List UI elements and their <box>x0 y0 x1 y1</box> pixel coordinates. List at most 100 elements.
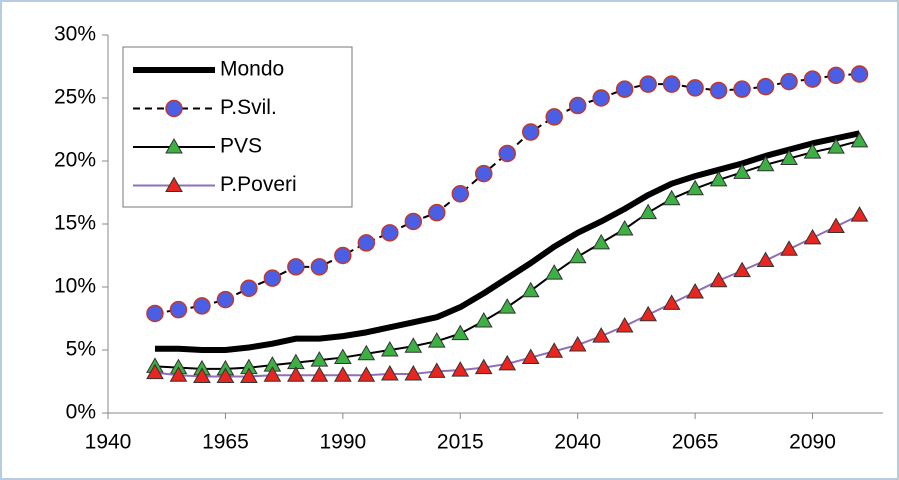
x-tick-label: 2090 <box>789 431 836 454</box>
legend-label: P.Svil. <box>220 96 277 119</box>
point <box>427 332 446 348</box>
point <box>310 258 329 276</box>
point <box>592 89 610 107</box>
point <box>686 283 704 299</box>
point <box>474 358 493 375</box>
point <box>263 269 282 287</box>
x-tick-label: 1940 <box>85 431 132 454</box>
point <box>193 367 211 383</box>
y-tick-label: 20% <box>54 149 96 172</box>
point <box>827 138 845 154</box>
y-tick-label: 25% <box>54 86 96 109</box>
x-tick-label: 1965 <box>202 431 249 454</box>
point <box>780 149 798 165</box>
point <box>850 206 869 222</box>
point <box>709 170 728 187</box>
point <box>287 258 305 276</box>
point <box>381 224 399 242</box>
point <box>780 72 798 91</box>
y-tick-label: 0% <box>66 401 96 424</box>
point <box>475 164 493 183</box>
point <box>333 348 352 365</box>
series <box>146 131 869 376</box>
point <box>803 70 822 88</box>
legend-box <box>122 46 353 208</box>
point <box>521 348 540 365</box>
point <box>169 366 188 382</box>
y-tick-label: 30% <box>54 23 96 46</box>
legend-marker <box>165 99 183 118</box>
legend-label: PVS <box>220 135 262 158</box>
point <box>850 131 869 148</box>
point <box>709 271 728 288</box>
series <box>146 206 869 383</box>
point <box>240 367 258 383</box>
point <box>333 366 352 382</box>
point <box>568 335 587 352</box>
point <box>780 240 798 256</box>
point <box>169 300 188 319</box>
point <box>404 337 423 353</box>
legend-marker <box>165 176 183 192</box>
point <box>733 163 751 179</box>
point <box>404 364 423 381</box>
y-tick-label: 10% <box>54 275 96 298</box>
point <box>756 77 775 96</box>
series <box>146 65 869 323</box>
point <box>639 203 658 220</box>
x-tick-label: 1990 <box>319 431 366 454</box>
point <box>545 342 564 358</box>
point <box>686 79 704 97</box>
point <box>498 354 517 371</box>
point <box>568 96 587 115</box>
point <box>521 281 540 298</box>
point <box>263 366 282 382</box>
point <box>662 294 681 310</box>
point <box>709 81 728 100</box>
point <box>568 247 587 264</box>
point <box>850 65 869 83</box>
point <box>662 75 681 93</box>
point <box>310 351 329 367</box>
point <box>240 279 258 298</box>
point <box>827 66 845 85</box>
point <box>451 324 470 341</box>
point <box>380 340 399 357</box>
y-tick-label: 15% <box>54 212 96 235</box>
point <box>733 80 751 98</box>
point <box>310 366 329 382</box>
legend-label: P.Poveri <box>220 173 297 196</box>
point <box>216 290 235 309</box>
point <box>334 246 352 265</box>
point <box>380 364 399 381</box>
legend-marker <box>165 137 183 154</box>
point <box>451 361 470 377</box>
point <box>686 179 704 196</box>
point <box>498 298 517 314</box>
point <box>545 108 563 126</box>
x-tick-label: 2015 <box>437 431 484 454</box>
point <box>498 144 516 163</box>
point <box>474 312 493 328</box>
legend-label: Mondo <box>220 58 284 81</box>
point <box>146 363 164 380</box>
point <box>756 155 775 172</box>
point <box>216 367 235 383</box>
point <box>615 80 634 98</box>
y-tick-label: 5% <box>66 338 96 361</box>
point <box>827 217 845 234</box>
point <box>662 189 681 206</box>
point <box>357 344 376 361</box>
point <box>146 304 164 323</box>
point <box>639 305 658 322</box>
point <box>803 228 822 245</box>
point <box>639 75 657 93</box>
point <box>615 317 634 333</box>
point <box>451 185 470 203</box>
point <box>615 220 634 236</box>
point <box>733 261 751 278</box>
point <box>756 251 775 268</box>
point <box>193 297 211 315</box>
